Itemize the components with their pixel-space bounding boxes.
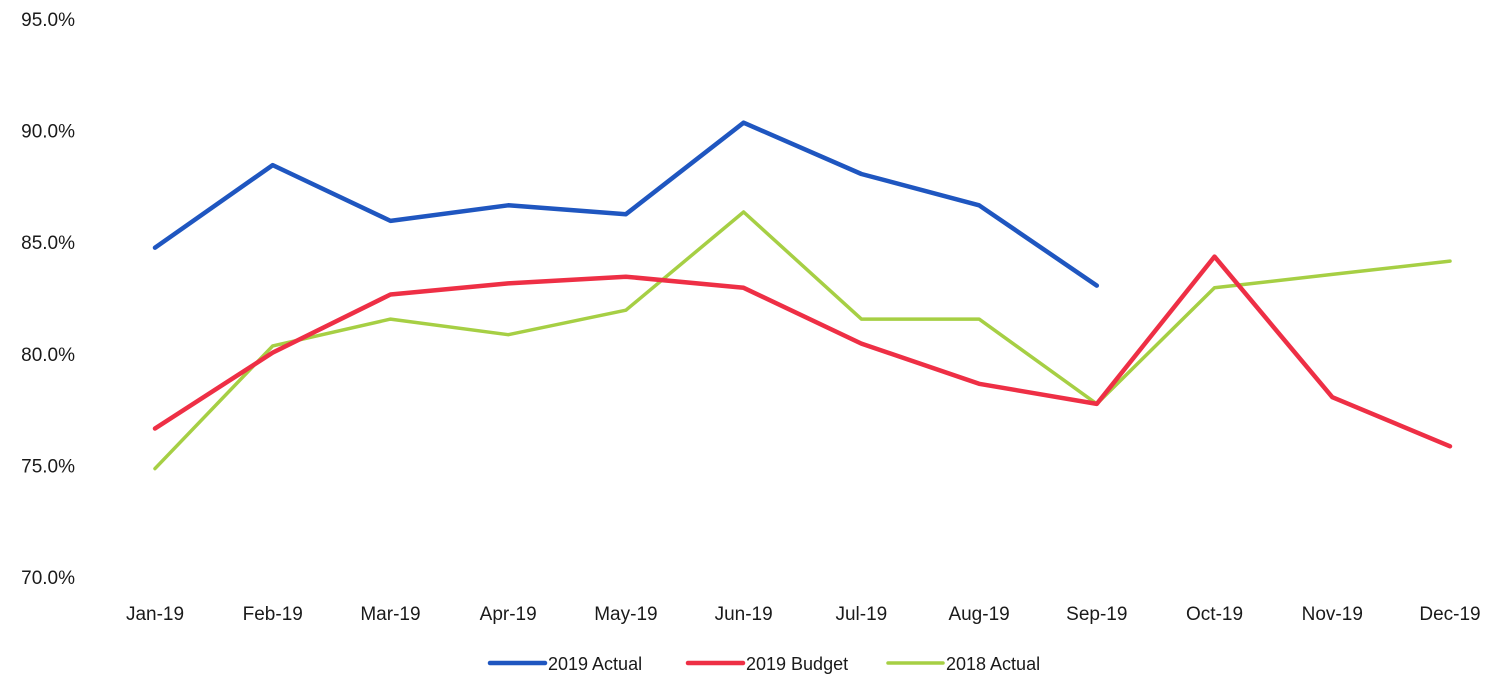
- y-tick-label: 85.0%: [21, 233, 75, 254]
- x-tick-label: Jun-19: [715, 604, 773, 625]
- y-tick-label: 95.0%: [21, 10, 75, 31]
- series-lines: [152, 120, 1453, 471]
- x-tick-label: Sep-19: [1066, 604, 1127, 625]
- legend-label: 2019 Budget: [746, 654, 848, 674]
- x-tick-label: Jul-19: [835, 604, 887, 625]
- y-axis: 70.0% 75.0% 80.0% 85.0% 90.0% 95.0%: [21, 10, 75, 589]
- x-tick-label: Oct-19: [1186, 604, 1243, 625]
- legend-item-2019-actual: 2019 Actual: [487, 654, 642, 674]
- series-2019-actual: [152, 120, 1100, 288]
- y-tick-label: 80.0%: [21, 345, 75, 366]
- legend: 2019 Actual 2019 Budget 2018 Actual: [487, 654, 1040, 674]
- series-2018-actual: [153, 210, 1452, 471]
- x-tick-label: Feb-19: [243, 604, 303, 625]
- series-2019-budget: [152, 254, 1453, 449]
- legend-item-2018-actual: 2018 Actual: [886, 654, 1040, 674]
- x-tick-label: Apr-19: [480, 604, 537, 625]
- x-tick-label: Jan-19: [126, 604, 184, 625]
- legend-item-2019-budget: 2019 Budget: [685, 654, 848, 674]
- series-line-2019-actual: [152, 120, 1100, 288]
- legend-label: 2019 Actual: [548, 654, 642, 674]
- legend-label: 2018 Actual: [946, 654, 1040, 674]
- x-tick-label: Aug-19: [948, 604, 1009, 625]
- y-tick-label: 75.0%: [21, 456, 75, 477]
- series-line-2018-actual: [153, 210, 1452, 471]
- x-tick-label: Dec-19: [1419, 604, 1480, 625]
- y-tick-label: 90.0%: [21, 122, 75, 143]
- x-tick-label: May-19: [594, 604, 657, 625]
- y-tick-label: 70.0%: [21, 568, 75, 589]
- x-tick-label: Nov-19: [1302, 604, 1363, 625]
- series-line-2019-budget: [152, 254, 1453, 449]
- x-axis: Jan-19 Feb-19 Mar-19 Apr-19 May-19 Jun-19 Jul-…: [126, 604, 1481, 625]
- x-tick-label: Mar-19: [360, 604, 420, 625]
